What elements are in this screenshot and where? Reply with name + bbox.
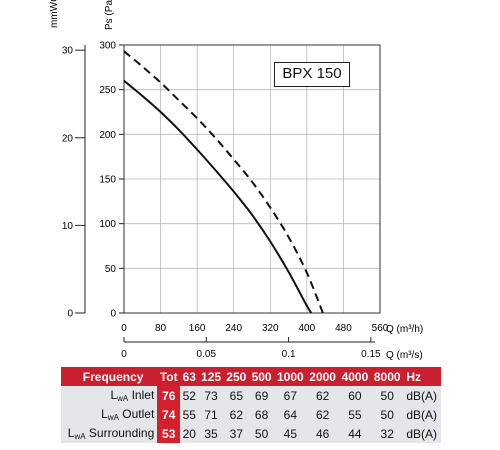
cell-value: 32 [371, 424, 404, 443]
model-label-box: BPX 150 [274, 62, 350, 87]
y-tick-label: 150 [99, 175, 116, 186]
table-row-inlet: LwA Inlet 76 52 73 65 69 67 62 60 50 dB(… [61, 386, 441, 405]
y-tick-label: 200 [99, 130, 116, 141]
mmwg-tick-label: 0 [67, 309, 73, 320]
mmwg-tick-label: 10 [62, 221, 74, 232]
x-tick-label: 320 [262, 323, 279, 334]
cell-value: 50 [371, 405, 404, 424]
fan-curve-dashed [123, 50, 324, 314]
cell-value: 44 [338, 424, 372, 443]
header-250: 250 [223, 367, 249, 386]
x-axis-label-m3h: Q (m³/h) [386, 324, 423, 335]
cell-value: 52 [180, 386, 199, 405]
m3s-tick-label: 0.15 [361, 349, 381, 360]
y-tick-label: 100 [99, 219, 116, 230]
model-name: BPX 150 [282, 65, 342, 82]
header-2000: 2000 [306, 367, 339, 386]
header-4000: 4000 [338, 367, 372, 386]
x-tick-label: 0 [121, 323, 127, 334]
table-row-outlet: LwA Outlet 74 55 71 62 68 64 62 55 50 dB… [61, 405, 441, 424]
m3s-tick-label: 0.1 [282, 349, 296, 360]
header-125: 125 [198, 367, 224, 386]
x-tick-label: 160 [189, 323, 206, 334]
cell-value: 73 [198, 386, 224, 405]
row-tot: 76 [157, 386, 181, 405]
cell-value: 62 [306, 386, 339, 405]
header-tot: Tot [157, 367, 181, 386]
cell-value: 50 [248, 424, 275, 443]
fan-curve-solid [123, 79, 313, 314]
x-tick-label: 560 [372, 323, 389, 334]
table-row-surrounding: LwA Surrounding 53 20 35 37 50 45 46 44 … [61, 424, 441, 443]
header-1000: 1000 [274, 367, 307, 386]
cell-value: 64 [274, 405, 307, 424]
m3s-tick-label: 0.05 [197, 349, 217, 360]
x-tick-label: 480 [335, 323, 352, 334]
mmwg-tick-label: 20 [62, 133, 74, 144]
y-tick-label: 250 [99, 85, 116, 96]
chart-curves [123, 50, 324, 314]
header-hz: Hz [403, 367, 441, 386]
cell-value: 67 [274, 386, 307, 405]
row-tot: 53 [157, 424, 181, 443]
cell-value: 55 [338, 405, 372, 424]
cell-value: 68 [248, 405, 275, 424]
row-unit: dB(A) [403, 424, 441, 443]
cell-value: 71 [198, 405, 224, 424]
x-axis-label-m3s: Q (m³/s) [386, 350, 423, 361]
x-tick-label: 240 [225, 323, 242, 334]
chart-ticks: 0 80 160 240 320 400 480 5600501001502002503000… [62, 41, 389, 361]
m3s-tick-label: 0 [121, 349, 127, 360]
fan-curve-chart: 0 80 160 240 320 400 480 5600501001502002503000… [49, 0, 423, 361]
cell-value: 65 [223, 386, 249, 405]
cell-value: 69 [248, 386, 275, 405]
row-label: LwA Surrounding [61, 424, 158, 443]
row-label: LwA Outlet [61, 405, 158, 424]
x-tick-label: 400 [299, 323, 316, 334]
cell-value: 46 [306, 424, 339, 443]
cell-value: 45 [274, 424, 307, 443]
row-unit: dB(A) [403, 405, 441, 424]
cell-value: 55 [180, 405, 199, 424]
header-frequency: Frequency [61, 367, 158, 386]
chart-grid [123, 44, 381, 314]
y-axis-label-mmwg: mmWG [49, 0, 60, 28]
cell-value: 20 [180, 424, 199, 443]
cell-value: 60 [338, 386, 372, 405]
row-tot: 74 [157, 405, 181, 424]
x-tick-label: 80 [155, 323, 167, 334]
y-tick-label: 50 [105, 264, 117, 275]
row-label: LwA Inlet [61, 386, 158, 405]
cell-value: 50 [371, 386, 404, 405]
header-500: 500 [248, 367, 275, 386]
y-tick-label: 300 [99, 41, 116, 52]
cell-value: 37 [223, 424, 249, 443]
y-tick-label: 0 [110, 309, 116, 320]
header-8000: 8000 [371, 367, 404, 386]
cell-value: 35 [198, 424, 224, 443]
cell-value: 62 [223, 405, 249, 424]
row-unit: dB(A) [403, 386, 441, 405]
header-63: 63 [180, 367, 199, 386]
y-axis-label-pa: Ps (Pa) [104, 0, 115, 30]
noise-table: Frequency Tot 63 125 250 500 1000 2000 4… [61, 367, 441, 443]
mmwg-tick-label: 30 [62, 46, 74, 57]
cell-value: 62 [306, 405, 339, 424]
noise-table-header: Frequency Tot 63 125 250 500 1000 2000 4… [61, 367, 441, 386]
